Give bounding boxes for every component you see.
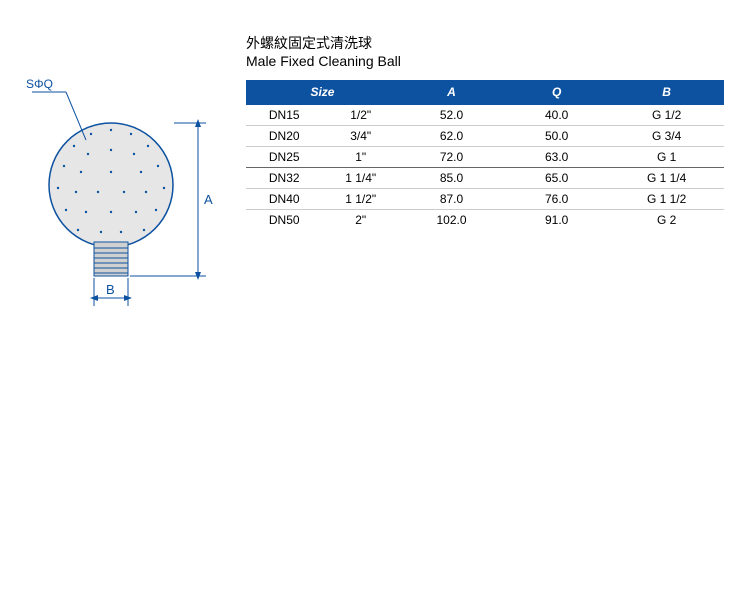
cell-b: G 3/4 — [609, 126, 724, 147]
cell-a: 102.0 — [399, 210, 504, 231]
cell-size-dn: DN40 — [246, 189, 322, 210]
cell-b: G 2 — [609, 210, 724, 231]
table-row: DN321 1/4"85.065.0G 1 1/4 — [246, 168, 724, 189]
cell-size-inch: 1/2" — [322, 105, 398, 126]
cell-size-inch: 1 1/4" — [322, 168, 398, 189]
table-row: DN203/4"62.050.0G 3/4 — [246, 126, 724, 147]
cell-q: 50.0 — [504, 126, 609, 147]
table-row: DN502"102.091.0G 2 — [246, 210, 724, 231]
title-zh: 外螺紋固定式清洗球 — [246, 34, 401, 52]
cell-q: 40.0 — [504, 105, 609, 126]
cell-size-inch: 3/4" — [322, 126, 398, 147]
label-sq: SΦQ — [26, 77, 53, 91]
spec-table: Size A Q B DN151/2"52.040.0G 1/2DN203/4"… — [246, 80, 724, 230]
cell-b: G 1/2 — [609, 105, 724, 126]
cell-size-dn: DN15 — [246, 105, 322, 126]
cell-a: 62.0 — [399, 126, 504, 147]
cell-size-dn: DN50 — [246, 210, 322, 231]
spec-table-container: Size A Q B DN151/2"52.040.0G 1/2DN203/4"… — [246, 80, 724, 230]
label-b: B — [106, 282, 115, 297]
col-header-q: Q — [504, 80, 609, 105]
cell-size-inch: 1 1/2" — [322, 189, 398, 210]
table-header-row: Size A Q B — [246, 80, 724, 105]
cell-a: 72.0 — [399, 147, 504, 168]
cell-q: 63.0 — [504, 147, 609, 168]
table-body: DN151/2"52.040.0G 1/2DN203/4"62.050.0G 3… — [246, 105, 724, 231]
table-row: DN401 1/2"87.076.0G 1 1/2 — [246, 189, 724, 210]
cell-size-dn: DN20 — [246, 126, 322, 147]
cell-size-dn: DN32 — [246, 168, 322, 189]
cell-size-inch: 1" — [322, 147, 398, 168]
col-header-b: B — [609, 80, 724, 105]
cleaning-ball-icon — [49, 123, 173, 276]
cell-q: 76.0 — [504, 189, 609, 210]
cell-a: 85.0 — [399, 168, 504, 189]
cell-size-dn: DN25 — [246, 147, 322, 168]
cell-b: G 1 1/2 — [609, 189, 724, 210]
cell-a: 52.0 — [399, 105, 504, 126]
cell-a: 87.0 — [399, 189, 504, 210]
title-block: 外螺紋固定式清洗球 Male Fixed Cleaning Ball — [246, 34, 401, 70]
label-a: A — [204, 192, 213, 207]
diagram-svg: SΦQ A B — [26, 70, 226, 330]
technical-diagram: SΦQ A B — [26, 70, 226, 330]
cell-q: 65.0 — [504, 168, 609, 189]
table-row: DN251"72.063.0G 1 — [246, 147, 724, 168]
table-row: DN151/2"52.040.0G 1/2 — [246, 105, 724, 126]
col-header-a: A — [399, 80, 504, 105]
cell-size-inch: 2" — [322, 210, 398, 231]
title-en: Male Fixed Cleaning Ball — [246, 52, 401, 70]
col-header-size: Size — [246, 80, 399, 105]
cell-q: 91.0 — [504, 210, 609, 231]
cell-b: G 1 — [609, 147, 724, 168]
cell-b: G 1 1/4 — [609, 168, 724, 189]
